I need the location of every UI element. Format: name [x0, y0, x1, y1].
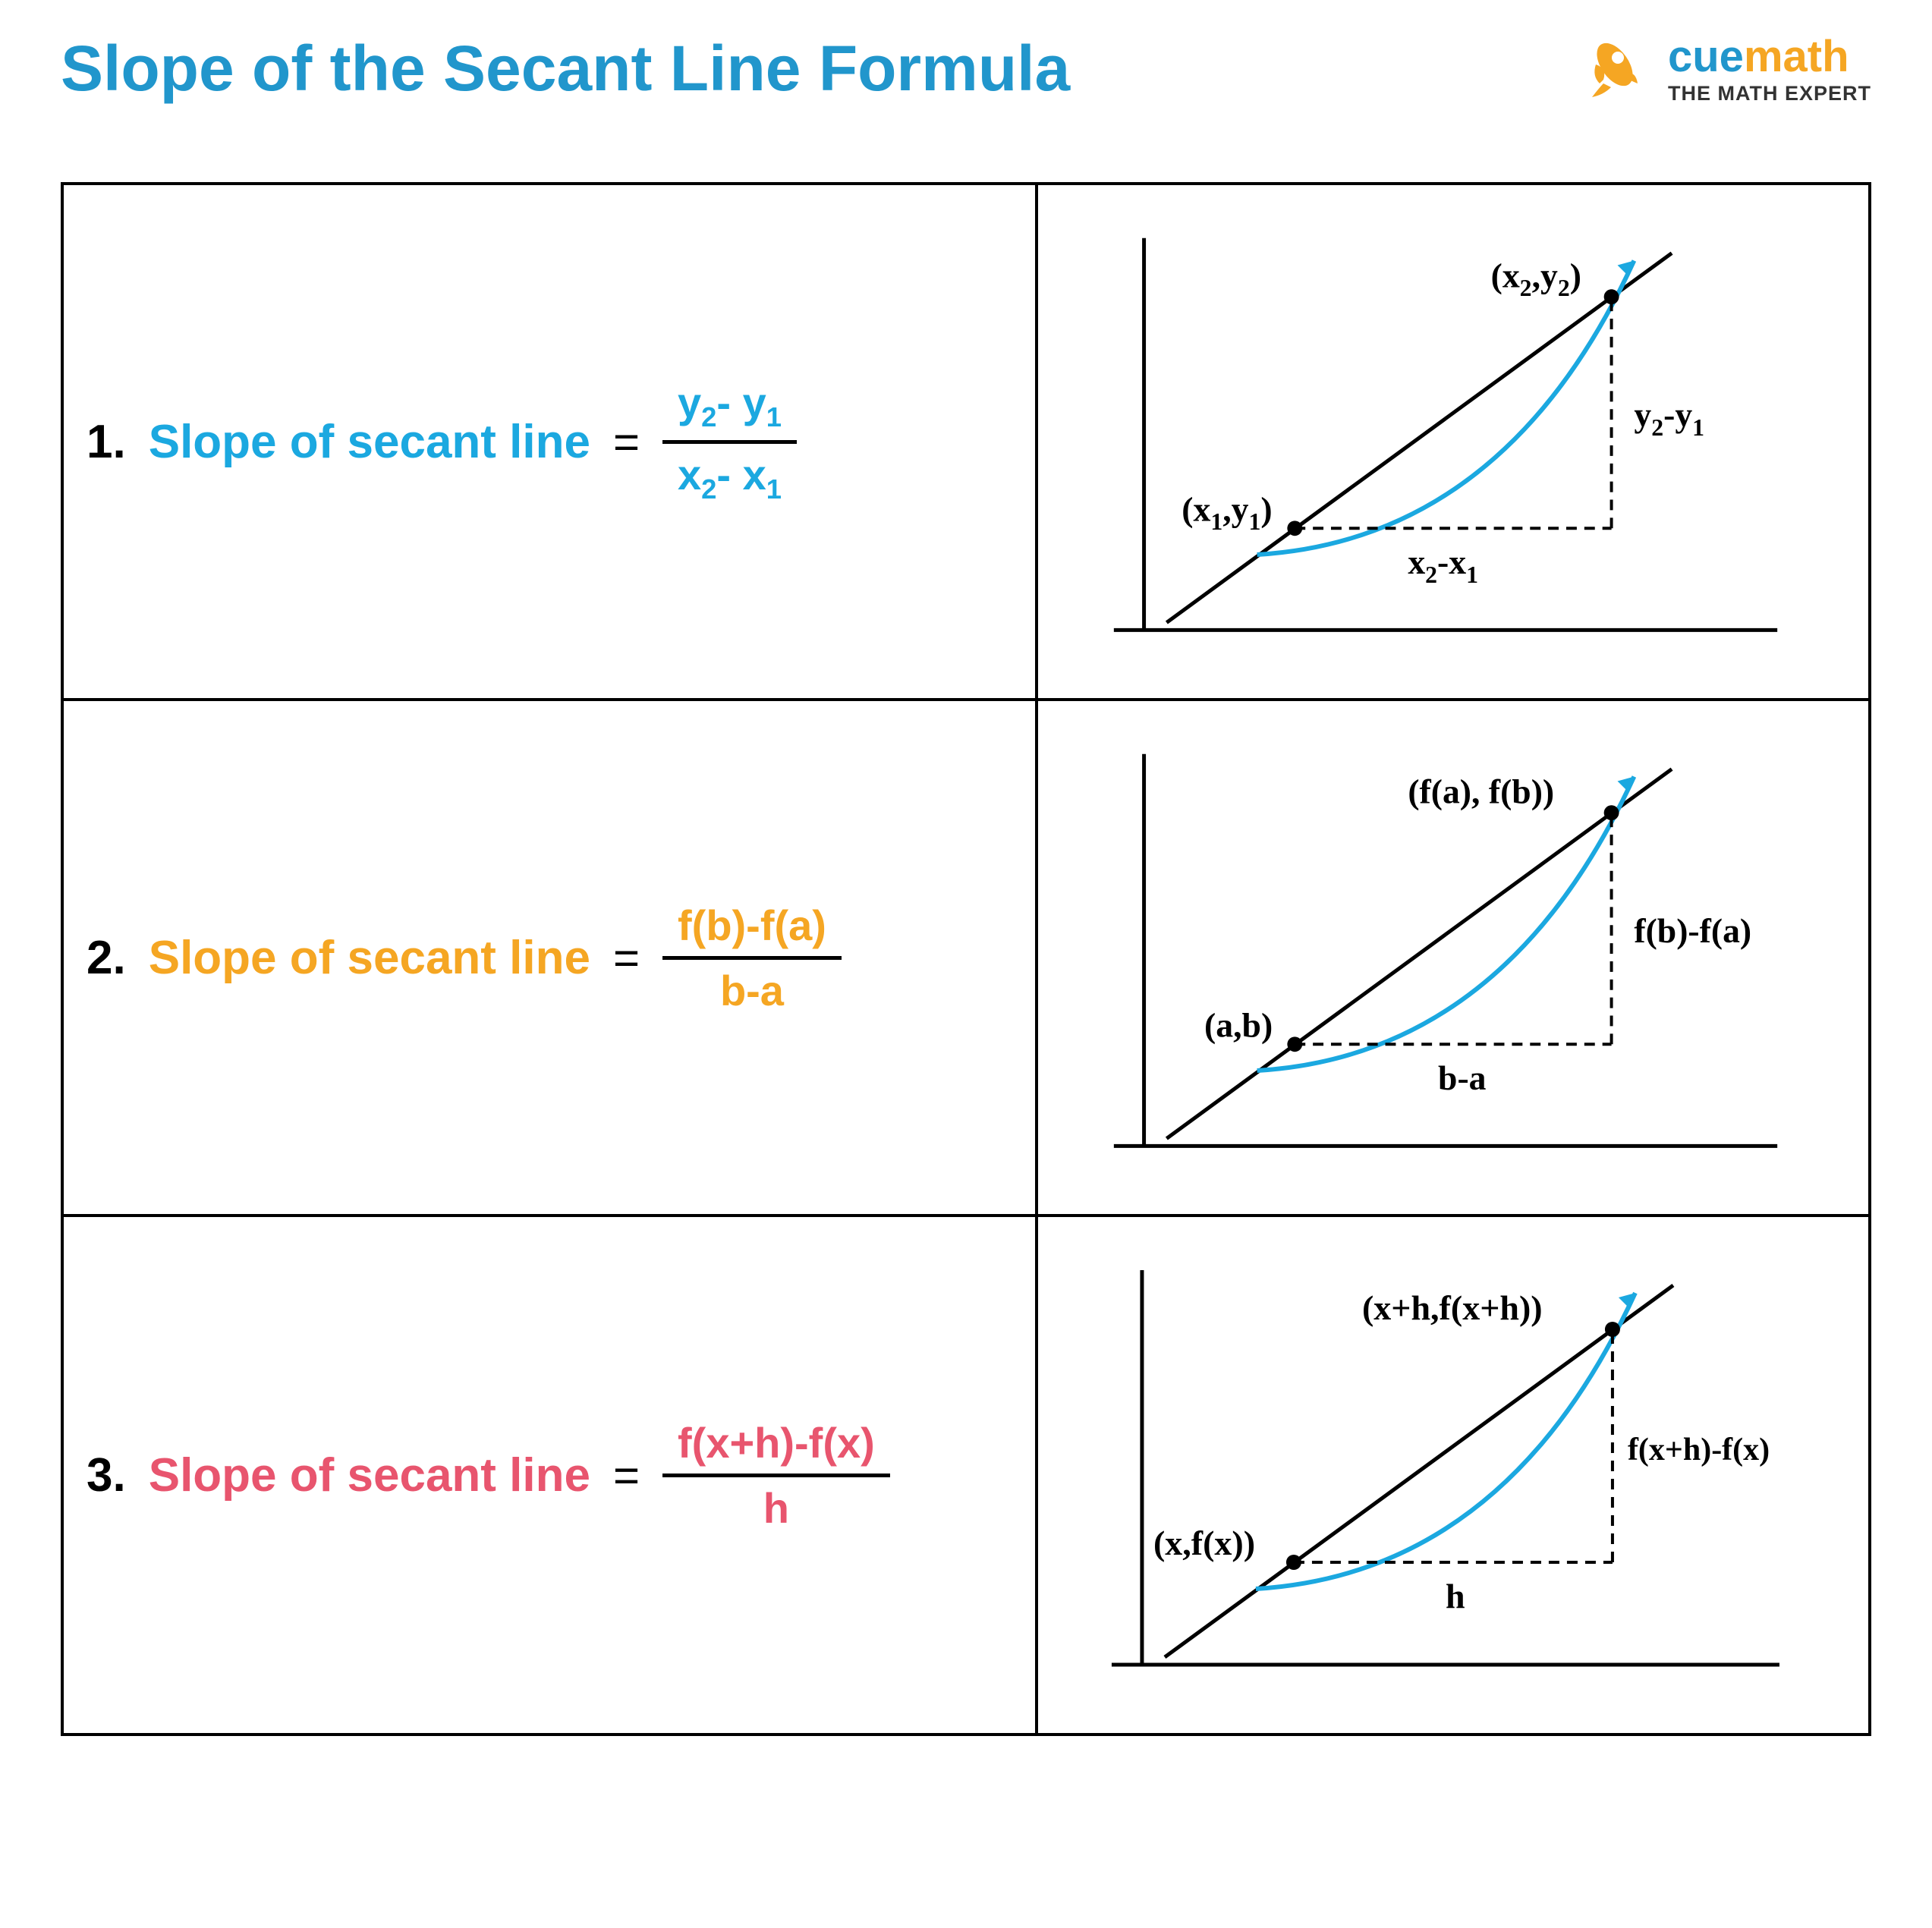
p1-label: (x,f(x)): [1153, 1524, 1255, 1562]
point-2: [1604, 805, 1619, 820]
secant-diagram: (a,b) (f(a), f(b)) b-a f(b)-f(a): [1061, 724, 1845, 1191]
logo-text: cuemath THE MATH EXPERT: [1668, 31, 1871, 105]
dy-label: y2-y1: [1634, 395, 1704, 441]
denominator: x2- x1: [662, 444, 797, 511]
logo-math: math: [1744, 32, 1849, 81]
point-1: [1287, 1036, 1302, 1052]
slope-label: Slope of secant line: [149, 1448, 590, 1502]
dx-label: h: [1446, 1577, 1465, 1615]
p1-label: (a,b): [1204, 1005, 1273, 1044]
curve: [1257, 261, 1635, 555]
p2-label: (x+h,f(x+h)): [1362, 1288, 1543, 1327]
logo-tagline: THE MATH EXPERT: [1668, 82, 1871, 105]
equals-sign: =: [613, 932, 640, 984]
numerator: f(b)-f(a): [662, 895, 842, 956]
secant-line: [1166, 769, 1672, 1139]
denominator: h: [748, 1477, 804, 1539]
point-2: [1604, 289, 1619, 304]
equals-sign: =: [613, 416, 640, 468]
numerator: f(x+h)-f(x): [662, 1412, 890, 1474]
point-1: [1287, 521, 1302, 536]
table-row: 3. Slope of secant line = f(x+h)-f(x) h …: [64, 1217, 1868, 1733]
fraction: y2- y1 x2- x1: [662, 372, 797, 511]
table-row: 2. Slope of secant line = f(b)-f(a) b-a …: [64, 701, 1868, 1217]
logo-brand: cuemath: [1668, 31, 1871, 82]
fraction: f(x+h)-f(x) h: [662, 1412, 890, 1539]
curve: [1257, 777, 1635, 1071]
dy-label: f(b)-f(a): [1634, 911, 1751, 950]
formula-cell: 2. Slope of secant line = f(b)-f(a) b-a: [64, 701, 1038, 1214]
point-2: [1605, 1322, 1620, 1337]
slope-label: Slope of secant line: [149, 931, 590, 985]
secant-diagram: (x,f(x)) (x+h,f(x+h)) h f(x+h)-f(x): [1061, 1240, 1845, 1710]
logo-cue: cue: [1668, 32, 1744, 81]
slope-label: Slope of secant line: [149, 415, 590, 469]
formula-table: 1. Slope of secant line = y2- y1 x2- x1 …: [61, 182, 1871, 1736]
table-row: 1. Slope of secant line = y2- y1 x2- x1 …: [64, 185, 1868, 701]
dx-label: x2-x1: [1408, 543, 1478, 588]
secant-line: [1165, 1285, 1673, 1657]
header: Slope of the Secant Line Formula cuemath…: [30, 30, 1902, 106]
row-number: 1.: [87, 415, 126, 469]
logo: cuemath THE MATH EXPERT: [1577, 30, 1871, 106]
p2-label: (x2,y2): [1491, 256, 1581, 301]
diagram-cell: (x,f(x)) (x+h,f(x+h)) h f(x+h)-f(x): [1038, 1217, 1868, 1733]
formula-cell: 3. Slope of secant line = f(x+h)-f(x) h: [64, 1217, 1038, 1733]
point-1: [1286, 1555, 1301, 1570]
diagram-cell: (a,b) (f(a), f(b)) b-a f(b)-f(a): [1038, 701, 1868, 1214]
dy-label: f(x+h)-f(x): [1628, 1433, 1770, 1467]
dx-label: b-a: [1438, 1058, 1487, 1097]
page-title: Slope of the Secant Line Formula: [61, 32, 1070, 105]
row-number: 2.: [87, 931, 126, 985]
formula-cell: 1. Slope of secant line = y2- y1 x2- x1: [64, 185, 1038, 698]
row-number: 3.: [87, 1448, 126, 1502]
p2-label: (f(a), f(b)): [1408, 772, 1554, 810]
fraction: f(b)-f(a) b-a: [662, 895, 842, 1021]
curve: [1256, 1293, 1635, 1589]
rocket-icon: [1577, 30, 1653, 106]
p1-label: (x1,y1): [1182, 489, 1272, 535]
secant-diagram: (x1,y1) (x2,y2) x2-x1 y2-y1: [1061, 208, 1845, 675]
equals-sign: =: [613, 1449, 640, 1502]
diagram-cell: (x1,y1) (x2,y2) x2-x1 y2-y1: [1038, 185, 1868, 698]
numerator: y2- y1: [662, 372, 797, 439]
denominator: b-a: [705, 960, 799, 1021]
